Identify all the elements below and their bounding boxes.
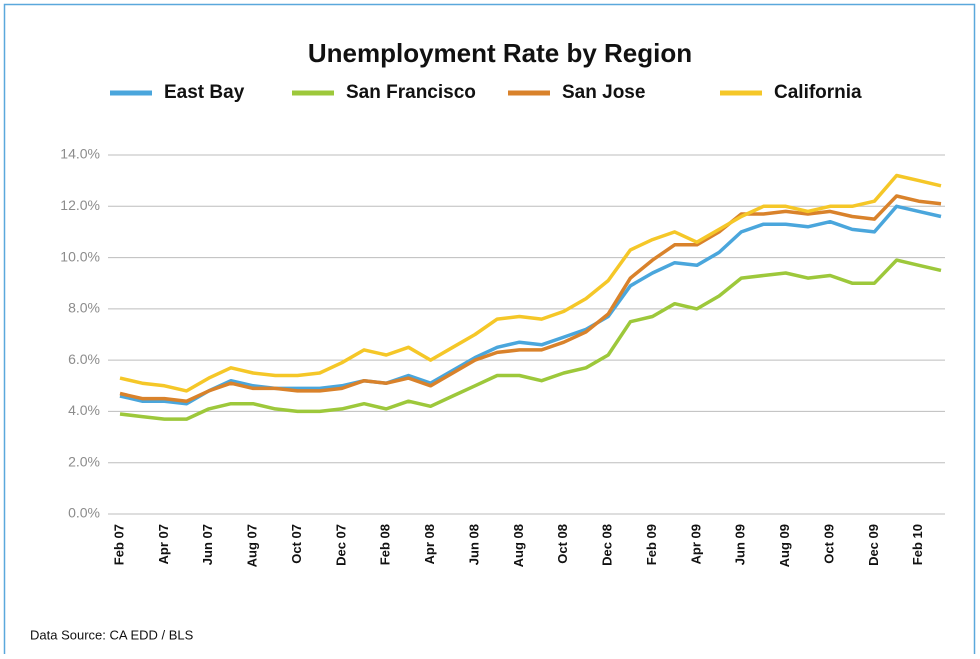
legend-label: San Jose [562, 82, 645, 103]
x-tick-label: Feb 07 [111, 524, 126, 565]
legend-label: California [774, 82, 862, 103]
frame [3, 3, 976, 659]
x-tick-label: Feb 09 [644, 524, 659, 565]
y-tick-label: 8.0% [68, 300, 100, 316]
x-tick-label: Aug 08 [511, 524, 526, 567]
series-line [119, 173, 942, 393]
y-tick-label: 6.0% [68, 351, 100, 367]
x-tick-label: Oct 08 [555, 524, 570, 564]
series-line [119, 258, 942, 421]
x-tick-label: Apr 07 [156, 524, 171, 564]
x-tick-label: Jun 08 [466, 524, 481, 565]
series-line [119, 194, 942, 403]
chart-title: Unemployment Rate by Region [308, 38, 692, 68]
x-tick-label: Apr 09 [688, 524, 703, 564]
x-tick-label: Aug 09 [777, 524, 792, 567]
x-tick-label: Dec 07 [333, 524, 348, 566]
y-tick-label: 4.0% [68, 402, 100, 418]
x-tick-label: Dec 09 [866, 524, 881, 566]
y-tick-label: 10.0% [60, 248, 100, 264]
x-tick-label: Oct 09 [821, 524, 836, 564]
y-tick-label: 2.0% [68, 453, 100, 469]
y-tick-label: 12.0% [60, 197, 100, 213]
x-tick-label: Feb 10 [910, 524, 925, 565]
y-tick-label: 0.0% [68, 505, 100, 521]
y-tick-label: 14.0% [60, 146, 100, 162]
x-tick-label: Feb 08 [378, 524, 393, 565]
x-tick-label: Dec 08 [600, 524, 615, 566]
x-tick-label: Apr 08 [422, 524, 437, 564]
legend-label: East Bay [164, 82, 245, 103]
x-tick-label: Jun 07 [200, 524, 215, 565]
source-note: Data Source: CA EDD / BLS [30, 627, 194, 642]
legend-label: San Francisco [346, 82, 476, 103]
series-line [119, 204, 942, 406]
x-tick-label: Aug 07 [245, 524, 260, 567]
x-tick-label: Oct 07 [289, 524, 304, 564]
x-tick-label: Jun 09 [733, 524, 748, 565]
